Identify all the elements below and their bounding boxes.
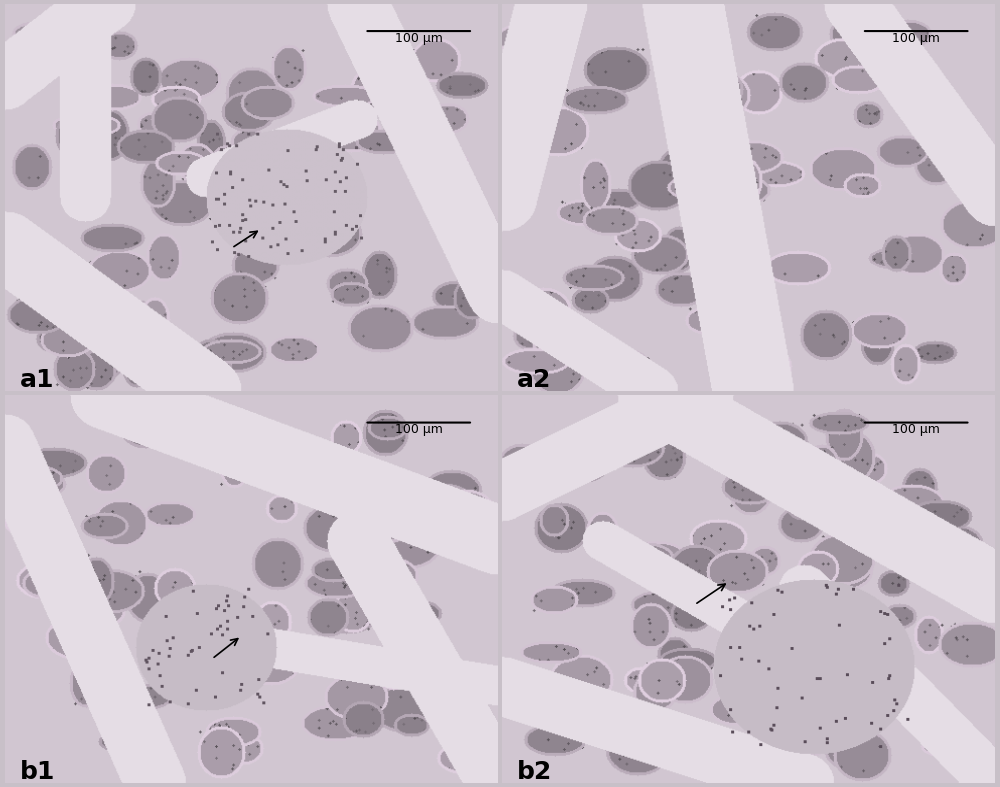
Text: a1: a1	[20, 368, 54, 392]
Text: 100 μm: 100 μm	[395, 31, 443, 45]
Text: 100 μm: 100 μm	[892, 31, 940, 45]
Text: a2: a2	[517, 368, 552, 392]
Text: b1: b1	[20, 759, 55, 784]
Text: 100 μm: 100 μm	[892, 423, 940, 436]
Text: 100 μm: 100 μm	[395, 423, 443, 436]
Text: b2: b2	[517, 759, 552, 784]
